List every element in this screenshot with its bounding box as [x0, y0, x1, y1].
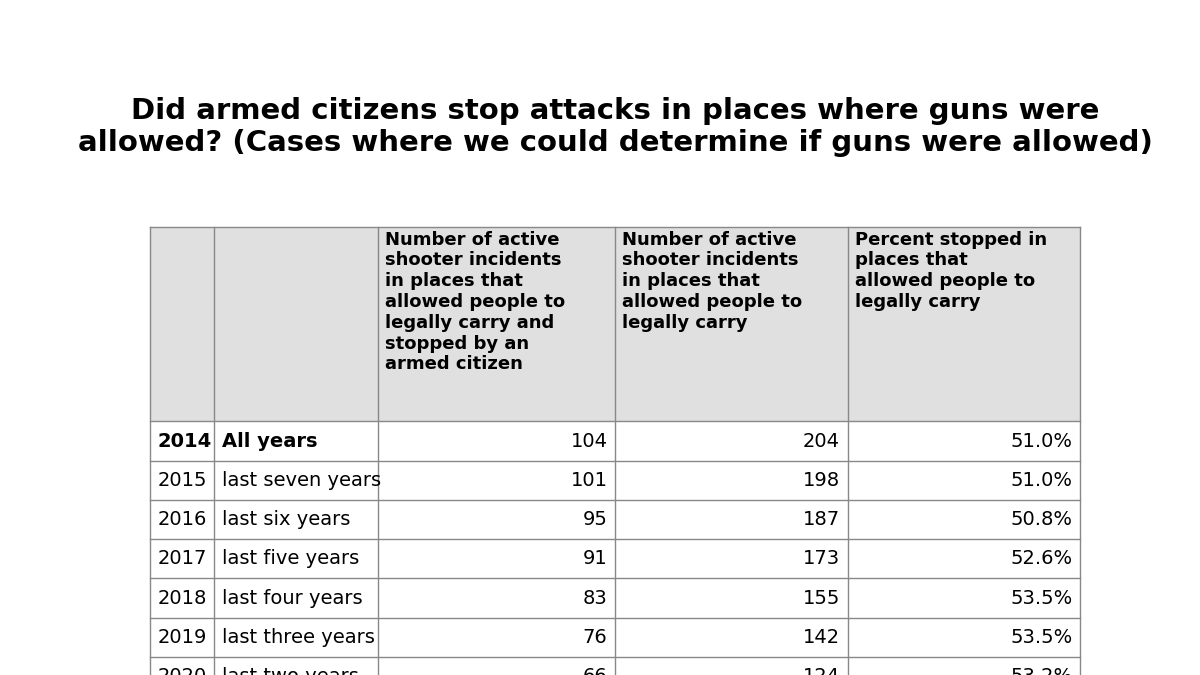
Text: 104: 104: [570, 431, 607, 450]
Text: 95: 95: [583, 510, 607, 529]
Text: 53.5%: 53.5%: [1010, 628, 1073, 647]
Text: 51.0%: 51.0%: [1010, 470, 1073, 490]
Text: 101: 101: [570, 470, 607, 490]
Text: 91: 91: [583, 549, 607, 568]
Text: 2017: 2017: [157, 549, 206, 568]
Text: 2015: 2015: [157, 470, 206, 490]
Bar: [150, 657, 1080, 675]
Text: 173: 173: [803, 549, 840, 568]
Text: 155: 155: [803, 589, 840, 608]
Text: Did armed citizens stop attacks in places where guns were
allowed? (Cases where : Did armed citizens stop attacks in place…: [78, 97, 1152, 157]
Text: 51.0%: 51.0%: [1010, 431, 1073, 450]
Text: last six years: last six years: [222, 510, 350, 529]
Bar: [150, 618, 1080, 657]
Text: 52.6%: 52.6%: [1010, 549, 1073, 568]
Text: All years: All years: [222, 431, 317, 450]
Text: Number of active
shooter incidents
in places that
allowed people to
legally carr: Number of active shooter incidents in pl…: [385, 231, 565, 373]
Text: 2014: 2014: [157, 431, 211, 450]
Bar: [150, 227, 1080, 421]
Text: 53.5%: 53.5%: [1010, 589, 1073, 608]
Bar: [150, 421, 1080, 460]
Text: 2018: 2018: [157, 589, 206, 608]
Text: 187: 187: [803, 510, 840, 529]
Text: 83: 83: [583, 589, 607, 608]
Bar: [150, 578, 1080, 618]
Bar: [150, 500, 1080, 539]
Text: 198: 198: [803, 470, 840, 490]
Text: 53.2%: 53.2%: [1010, 667, 1073, 675]
Text: 2020: 2020: [157, 667, 206, 675]
Text: last three years: last three years: [222, 628, 374, 647]
Text: Percent stopped in
places that
allowed people to
legally carry: Percent stopped in places that allowed p…: [854, 231, 1048, 311]
Text: 204: 204: [803, 431, 840, 450]
Text: 2019: 2019: [157, 628, 206, 647]
Bar: [150, 460, 1080, 500]
Text: Number of active
shooter incidents
in places that
allowed people to
legally carr: Number of active shooter incidents in pl…: [623, 231, 803, 332]
Text: last five years: last five years: [222, 549, 359, 568]
Text: 124: 124: [803, 667, 840, 675]
Bar: [150, 539, 1080, 578]
Text: 2016: 2016: [157, 510, 206, 529]
Text: 142: 142: [803, 628, 840, 647]
Text: 66: 66: [583, 667, 607, 675]
Text: 50.8%: 50.8%: [1010, 510, 1073, 529]
Text: last two years: last two years: [222, 667, 359, 675]
Text: last four years: last four years: [222, 589, 362, 608]
Text: 76: 76: [583, 628, 607, 647]
Text: last seven years: last seven years: [222, 470, 380, 490]
